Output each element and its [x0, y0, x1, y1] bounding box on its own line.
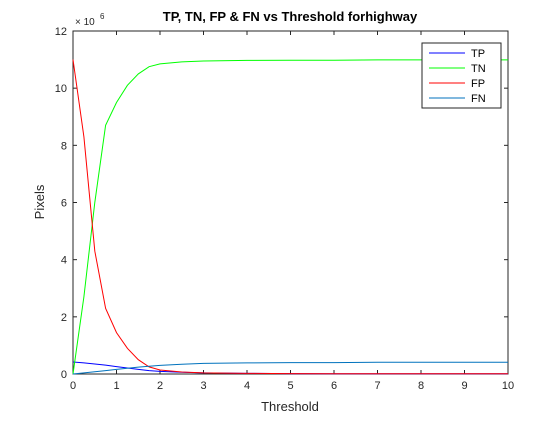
y-tick-label: 0	[61, 369, 67, 381]
legend-box	[421, 42, 502, 109]
series-line-fn	[72, 361, 508, 375]
y-tick-label: 2	[61, 312, 67, 324]
y-axis-label: Pixels	[32, 184, 47, 219]
x-tick-label: 3	[200, 380, 206, 392]
y-tick-label: 4	[61, 255, 67, 267]
legend-label-tn: TN	[471, 63, 486, 75]
legend-label-fn: FN	[471, 93, 486, 105]
x-tick-label: 2	[157, 380, 163, 392]
chart-title: TP, TN, FP & FN vs Threshold forhighway	[163, 9, 418, 24]
x-tick-label: 10	[502, 380, 514, 392]
y-axis-multiplier-exponent: 6	[100, 12, 105, 21]
x-tick-label: 5	[287, 380, 293, 392]
x-tick-label: 9	[461, 380, 467, 392]
x-tick-label: 7	[374, 380, 380, 392]
x-tick-label: 1	[113, 380, 119, 392]
x-tick-label: 6	[331, 380, 337, 392]
y-tick-label: 12	[55, 26, 67, 38]
x-tick-label: 8	[418, 380, 424, 392]
series-line-fp	[72, 59, 508, 375]
legend-label-fp: FP	[471, 78, 485, 90]
legend-label-tp: TP	[471, 48, 485, 60]
y-tick-label: 6	[61, 198, 67, 210]
series-lines	[72, 59, 508, 375]
legend-entries: TP TN FP FN	[429, 48, 486, 105]
series-line-tn	[72, 59, 508, 375]
x-tick-label: 4	[244, 380, 250, 392]
y-tick-label: 8	[61, 140, 67, 152]
y-tick-label: 10	[55, 83, 67, 95]
legend: TP TN FP FN	[421, 42, 502, 109]
x-axis-label: Threshold	[261, 399, 319, 414]
y-axis-multiplier-base: × 10	[75, 17, 95, 28]
x-tick-label: 0	[70, 380, 76, 392]
